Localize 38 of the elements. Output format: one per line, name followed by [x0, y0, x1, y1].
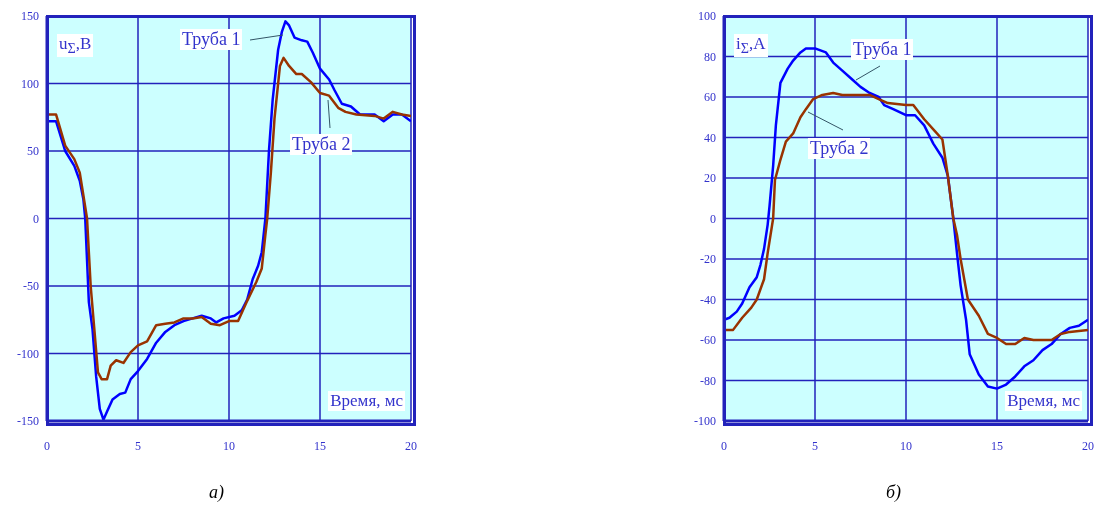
y-tick-label: 0	[710, 211, 716, 226]
x-tick-label: 0	[44, 438, 50, 453]
series-label: Труба 1	[851, 39, 914, 60]
y-tick-label: -20	[700, 252, 716, 267]
x-tick-label: 15	[991, 438, 1003, 453]
text: Труба 1	[180, 29, 243, 50]
x-tick-label: 15	[314, 438, 326, 453]
y-tick-label: 20	[704, 171, 716, 186]
y-tick-label: 100	[21, 76, 39, 91]
y-tick-label: -100	[694, 414, 716, 429]
y-tick-label: 60	[704, 90, 716, 105]
y-tick-label: -40	[700, 292, 716, 307]
y-tick-label: 40	[704, 130, 716, 145]
y-tick-label: -50	[23, 279, 39, 294]
y-tick-label: 50	[27, 144, 39, 159]
y-tick-label: -100	[17, 346, 39, 361]
y-axis-title: i$_{Σ}$,А	[734, 34, 768, 58]
y-tick-label: 0	[33, 211, 39, 226]
x-tick-label: 0	[721, 438, 727, 453]
series-label: Труба 2	[290, 134, 353, 155]
x-tick-label: 10	[900, 438, 912, 453]
y-tick-label: 150	[21, 9, 39, 24]
y-tick-label: -60	[700, 333, 716, 348]
y-tick-label: 100	[698, 9, 716, 24]
x-axis-title: Время, мс	[1005, 391, 1082, 411]
y-tick-label: -80	[700, 373, 716, 388]
y-tick-label: -150	[17, 414, 39, 429]
series-label: Труба 2	[808, 138, 871, 159]
y-axis-title: u$_{Σ}$,В	[57, 34, 94, 58]
x-tick-label: 5	[812, 438, 818, 453]
y-tick-label: 80	[704, 49, 716, 64]
x-tick-label: 5	[135, 438, 141, 453]
x-tick-label: 20	[405, 438, 417, 453]
x-tick-label: 20	[1082, 438, 1094, 453]
text: а)	[209, 482, 224, 503]
text: б)	[886, 482, 902, 503]
x-tick-label: 10	[223, 438, 235, 453]
x-axis-title: Время, мс	[328, 391, 405, 411]
